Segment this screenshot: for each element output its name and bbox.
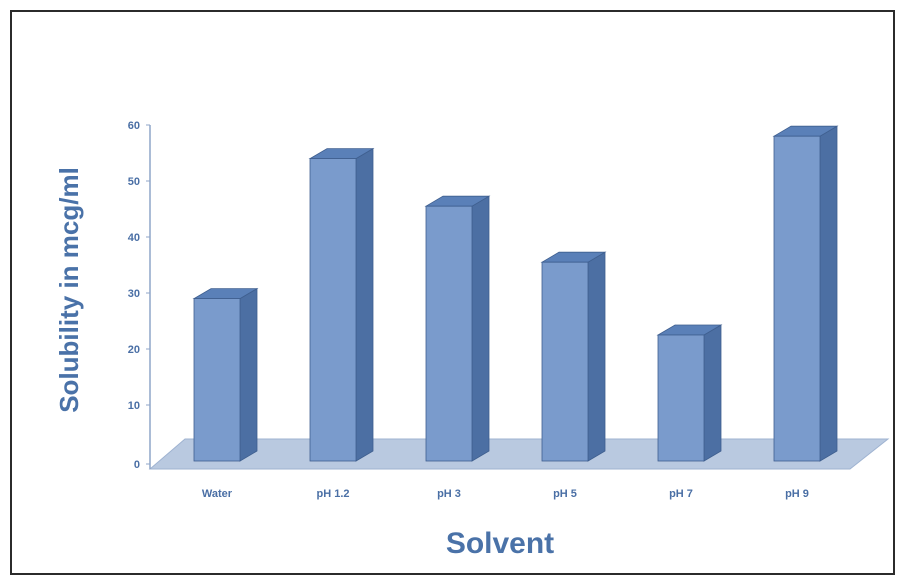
bar-side-face — [355, 147, 374, 462]
bar — [308, 147, 375, 462]
x-category-label: pH 7 — [669, 488, 693, 500]
bar — [656, 324, 723, 462]
bar — [424, 195, 491, 462]
bar-side-face — [239, 287, 258, 462]
bar — [540, 251, 607, 462]
bar-side-face — [703, 324, 722, 462]
bar — [772, 125, 839, 462]
bars-group — [192, 125, 839, 462]
x-category-label: pH 3 — [437, 488, 461, 500]
bar-front-face — [541, 261, 589, 462]
y-axis-group: 0 10 20 30 40 50 60 — [128, 120, 151, 471]
x-axis-title: Solvent — [446, 527, 554, 560]
y-tick-label: 60 — [128, 120, 140, 132]
y-tick-label: 10 — [128, 400, 140, 412]
bar-front-face — [773, 135, 821, 462]
y-tick-label: 20 — [128, 344, 140, 356]
bar-side-face — [471, 195, 490, 462]
x-category-label: pH 5 — [553, 488, 577, 500]
bar-side-face — [819, 125, 838, 462]
y-tick-label: 40 — [128, 232, 140, 244]
bar-front-face — [309, 158, 357, 462]
x-category-label: pH 1.2 — [316, 488, 349, 500]
y-tick-label: 0 — [134, 459, 140, 471]
y-tick-label: 50 — [128, 176, 140, 188]
bar-front-face — [425, 205, 473, 462]
y-axis-title: Solubility in mcg/ml — [54, 167, 84, 413]
bar-side-face — [587, 251, 606, 462]
category-labels-group: Water pH 1.2 pH 3 pH 5 pH 7 pH 9 — [202, 488, 809, 500]
bar-front-face — [193, 298, 241, 462]
x-category-label: pH 9 — [785, 488, 809, 500]
bar-front-face — [657, 334, 705, 462]
y-tick-label: 30 — [128, 288, 140, 300]
bar — [192, 287, 259, 462]
x-category-label: Water — [202, 488, 233, 500]
